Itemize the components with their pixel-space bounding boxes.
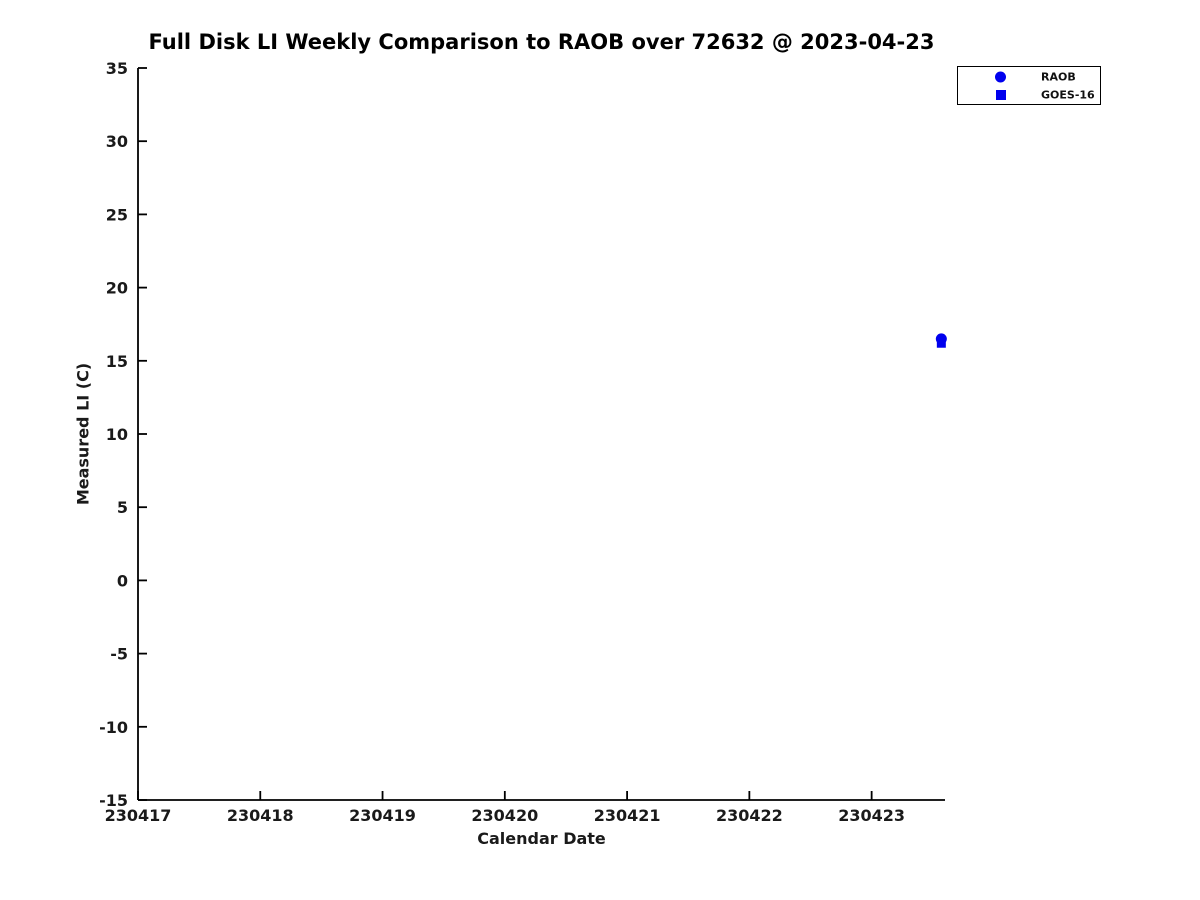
y-tick-label: 30 <box>106 132 128 151</box>
y-tick-label: -5 <box>110 645 128 664</box>
legend-label-raob: RAOB <box>1041 70 1076 83</box>
y-tick-label: 0 <box>117 571 128 590</box>
x-tick-label: 230422 <box>716 806 783 825</box>
x-tick-label: 230421 <box>594 806 661 825</box>
x-tick-label: 230420 <box>471 806 538 825</box>
raob-marker <box>935 333 947 345</box>
y-tick-label: 35 <box>106 59 128 78</box>
goes-16-legend-square-icon <box>996 89 1006 100</box>
y-tick-label: -10 <box>99 718 128 737</box>
y-tick-label: 5 <box>117 498 128 517</box>
legend: RAOB GOES-16 <box>957 66 1101 105</box>
y-tick-label: -15 <box>99 791 128 810</box>
x-tick-label: 230419 <box>349 806 416 825</box>
y-tick-label: 25 <box>106 205 128 224</box>
x-tick-label: 230418 <box>227 806 294 825</box>
x-axis-label: Calendar Date <box>477 829 606 848</box>
x-tick-label: 230417 <box>105 806 172 825</box>
x-tick-label: 230423 <box>838 806 905 825</box>
legend-label-goes-16: GOES-16 <box>1041 88 1095 101</box>
y-tick-label: 10 <box>106 425 128 444</box>
y-tick-label: 20 <box>106 279 128 298</box>
raob-legend-circle-icon <box>995 71 1006 82</box>
legend-entry-goes-16: GOES-16 <box>958 86 1100 104</box>
legend-entry-raob: RAOB <box>958 68 1100 86</box>
y-tick-label: 15 <box>106 352 128 371</box>
chart-title: Full Disk LI Weekly Comparison to RAOB o… <box>148 30 935 54</box>
